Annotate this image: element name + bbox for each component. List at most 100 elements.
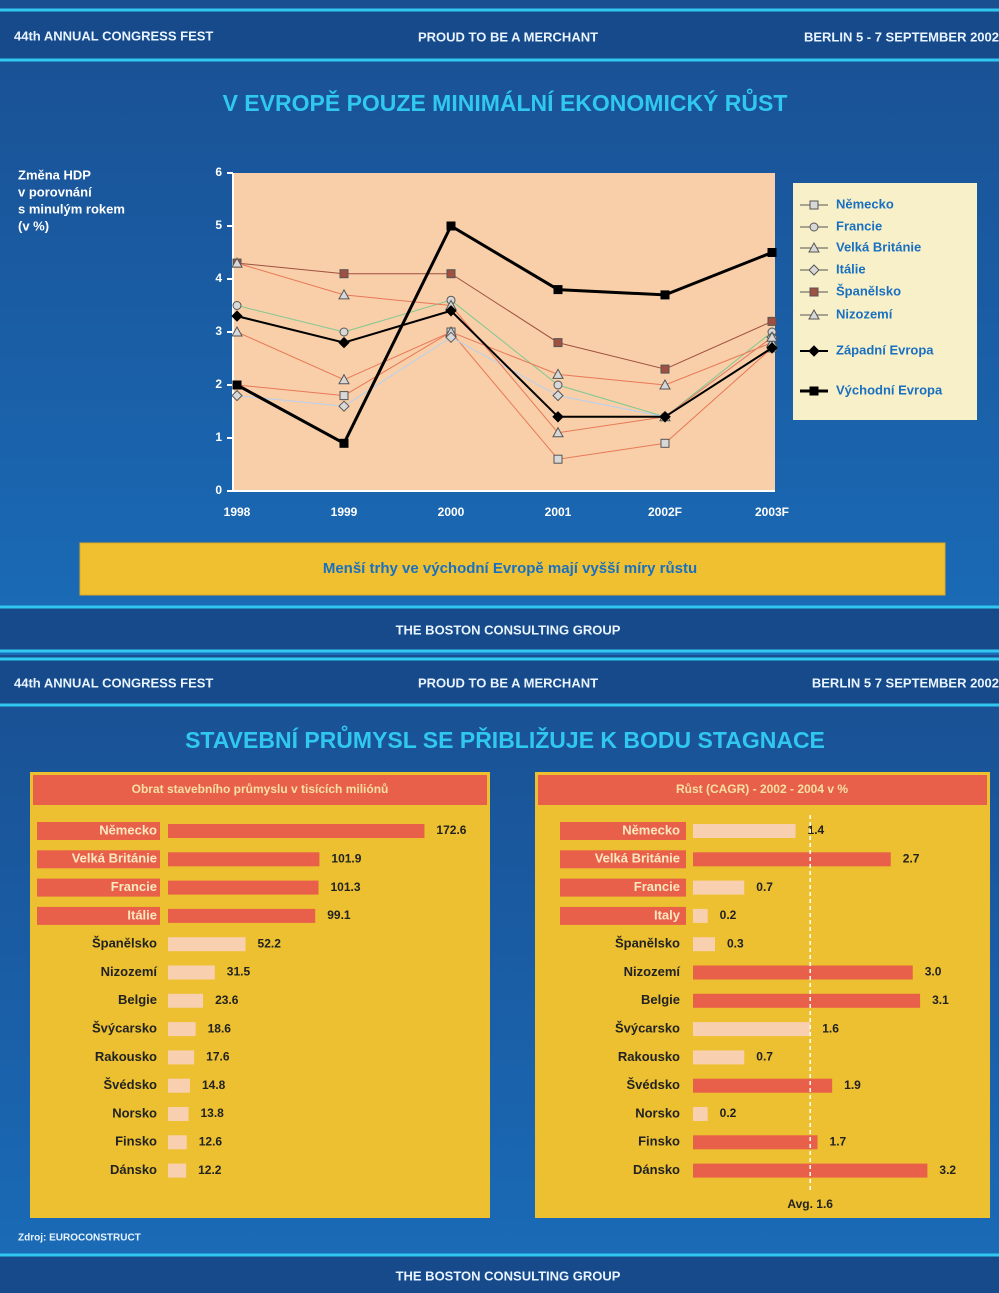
legend-marker: [808, 345, 820, 357]
point: [766, 342, 778, 354]
value-label: 3.2: [939, 1163, 956, 1177]
category-label: Švédsko: [104, 1077, 158, 1092]
x-tick-label: 2000: [438, 505, 465, 519]
point: [660, 438, 670, 448]
category-label: Belgie: [641, 992, 680, 1007]
point: [446, 221, 456, 231]
legend-label: Nizozemí: [836, 306, 893, 321]
point: [339, 391, 349, 401]
category-label: Belgie: [118, 992, 157, 1007]
label-highlight: [37, 906, 160, 925]
category-label: Francie: [634, 879, 680, 894]
value-label: 12.6: [199, 1134, 223, 1148]
bar: [168, 1022, 196, 1037]
y-axis-label: (v %): [18, 218, 49, 233]
bar: [693, 965, 913, 980]
source: Zdroj: EUROCONSTRUCT: [18, 1233, 141, 1244]
panel-header: [33, 775, 487, 805]
point: [553, 454, 563, 464]
category-label: Finsko: [115, 1134, 157, 1149]
legend-box: [793, 183, 977, 420]
point: [338, 336, 350, 349]
point: [231, 389, 243, 402]
category-label: Velká Británie: [595, 851, 680, 866]
y-tick-label: 0: [215, 483, 222, 497]
value-label: 0.7: [756, 1050, 773, 1064]
footer: THE BOSTON CONSULTING GROUP: [396, 622, 621, 637]
point: [767, 248, 777, 257]
x-tick-label: 1999: [331, 505, 358, 519]
category-label: Švýcarsko: [615, 1021, 680, 1036]
point: [553, 380, 563, 390]
value-label: 0.3: [727, 936, 744, 950]
category-label: Nizozemí: [624, 964, 681, 979]
legend-label: Španělsko: [836, 283, 901, 298]
bar: [693, 1135, 818, 1150]
bar: [168, 1135, 187, 1150]
footer-band: [0, 607, 999, 651]
panel-title: Obrat stavebního průmyslu v tisících mil…: [132, 782, 389, 796]
value-label: 12.2: [198, 1163, 222, 1177]
legend-marker: [809, 287, 819, 297]
series-line: [236, 223, 773, 446]
value-label: 18.6: [208, 1021, 232, 1035]
series-line: [236, 331, 773, 460]
legend-marker: [808, 241, 820, 253]
y-tick-label: 6: [215, 165, 222, 179]
label-highlight: [560, 822, 686, 840]
point: [553, 338, 563, 348]
x-tick-label: 1998: [224, 505, 251, 519]
category-label: Itálie: [127, 907, 157, 922]
legend-marker: [809, 200, 819, 210]
point: [339, 269, 349, 279]
series-line: [236, 262, 773, 434]
value-label: 3.1: [932, 993, 949, 1007]
category-label: Norsko: [635, 1105, 680, 1120]
value-label: 0.2: [720, 908, 737, 922]
category-label: Švýcarsko: [92, 1021, 157, 1036]
x-tick-label: 2001: [545, 505, 572, 519]
x-tick-label: 2002F: [648, 505, 682, 519]
label-highlight: [560, 878, 686, 897]
point: [552, 426, 564, 438]
point: [338, 288, 350, 300]
category-label: Velká Británie: [72, 851, 157, 866]
footer: THE BOSTON CONSULTING GROUP: [396, 1268, 621, 1283]
point: [552, 368, 564, 379]
point: [660, 364, 670, 374]
footer-band: [0, 1255, 999, 1293]
bar: [693, 1163, 928, 1178]
avg-label: Avg. 1.6: [787, 1197, 833, 1211]
value-label: 99.1: [327, 908, 351, 922]
point: [339, 327, 349, 337]
legend-label: Itálie: [836, 261, 866, 276]
value-label: 14.8: [202, 1078, 226, 1092]
bar: [168, 824, 425, 838]
bar: [693, 1050, 745, 1065]
header-left: 44th ANNUAL CONGRESS FEST: [14, 28, 213, 43]
value-label: 13.8: [201, 1106, 225, 1120]
value-label: 1.6: [822, 1021, 839, 1035]
legend-label: Východní Evropa: [836, 382, 943, 397]
bar: [168, 993, 204, 1008]
value-label: 31.5: [227, 965, 251, 979]
x-tick-label: 2003F: [755, 505, 789, 519]
bar: [168, 965, 215, 980]
header-center: PROUD TO BE A MERCHANT: [418, 29, 598, 44]
point: [552, 411, 564, 423]
category-label: Nizozemí: [101, 964, 158, 979]
y-tick-label: 5: [215, 218, 222, 232]
slide-title: STAVEBNÍ PRŮMYSL SE PŘIBLIŽUJE K BODU ST…: [185, 724, 825, 753]
value-label: 3.0: [925, 965, 942, 979]
point: [659, 378, 671, 390]
value-label: 17.6: [206, 1050, 230, 1064]
point: [553, 285, 563, 295]
legend-label: Německo: [836, 196, 894, 211]
point: [659, 411, 671, 423]
y-tick-label: 4: [215, 271, 222, 285]
legend-label: Velká Británie: [836, 239, 921, 254]
series-line: [236, 262, 773, 370]
value-label: 101.9: [331, 851, 361, 865]
